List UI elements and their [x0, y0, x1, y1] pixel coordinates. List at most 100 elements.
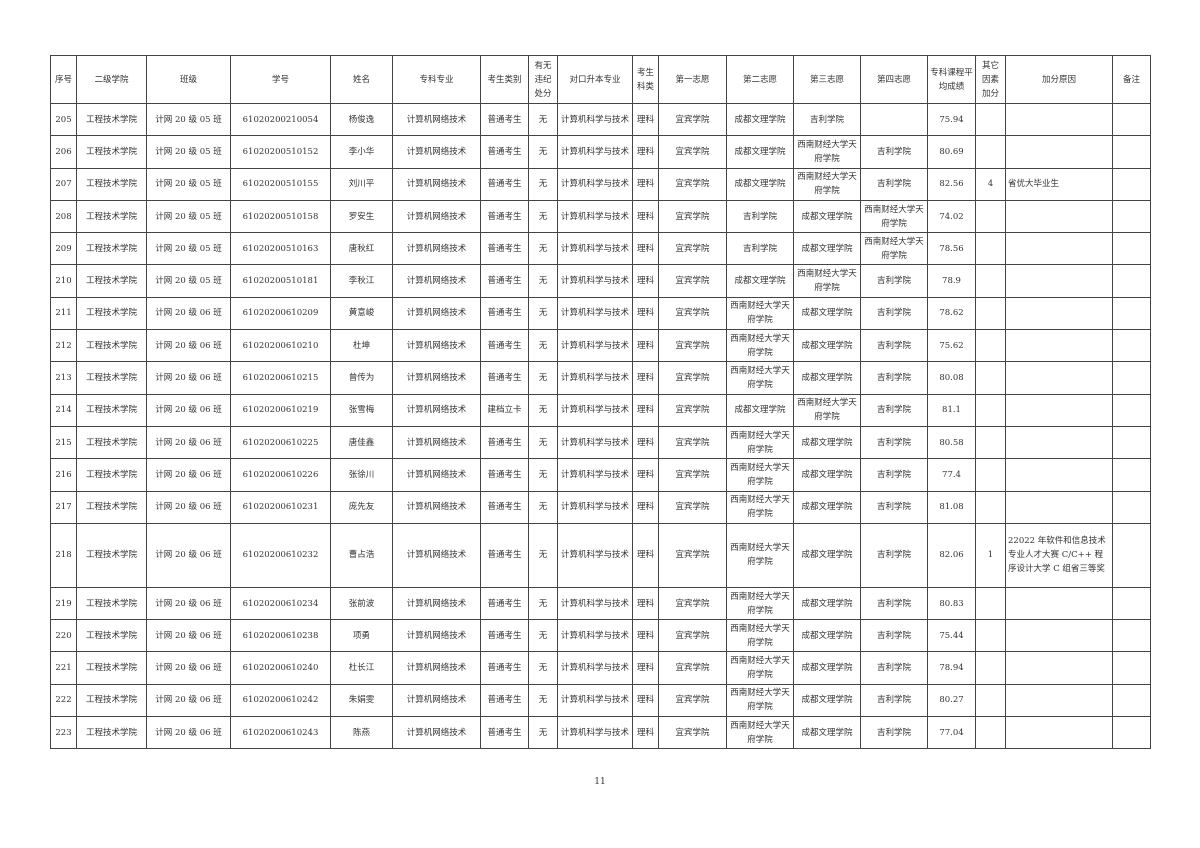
table-cell: 成都文理学院 — [726, 135, 794, 169]
table-cell — [975, 586, 1006, 621]
table-row: 223 工程技术学院 计网 20 级 06 班 61020200610243 陈燕 计算机… — [50, 716, 1151, 750]
table-cell: 计算机科学与技术 — [557, 393, 633, 427]
table-cell: 无 — [528, 361, 558, 395]
table-cell: 成都文理学院 — [793, 329, 861, 363]
table-cell: 无 — [528, 490, 558, 524]
table-cell — [1005, 586, 1113, 621]
table-cell — [975, 716, 1006, 750]
table-row: 205 工程技术学院 计网 20 级 05 班 61020200210054 杨俊逸 计算… — [50, 102, 1151, 137]
table-cell: 曾传为 — [330, 361, 393, 395]
table-cell: 西南财经大学天府学院 — [860, 199, 928, 234]
table-cell: 吉利学院 — [726, 199, 794, 234]
table-cell: 4 — [975, 167, 1006, 201]
table-cell: 普通考生 — [480, 490, 529, 524]
table-cell: 61020200610225 — [230, 425, 331, 460]
table-cell: 成都文理学院 — [726, 264, 794, 298]
table-cell: 无 — [528, 393, 558, 427]
table-cell — [1112, 683, 1151, 718]
table-cell: 宜宾学院 — [658, 232, 727, 266]
table-row: 206 工程技术学院 计网 20 级 05 班 61020200510152 李小华 计算… — [50, 135, 1151, 169]
table-cell: 216 — [50, 458, 77, 492]
table-cell: 普通考生 — [480, 167, 529, 201]
table-cell: 61020200610234 — [230, 586, 331, 621]
table-cell: 杜长江 — [330, 651, 393, 685]
table-cell — [975, 619, 1006, 653]
column-header: 考生类别 — [480, 55, 529, 104]
table-cell — [975, 329, 1006, 363]
table-cell: 222 — [50, 683, 77, 718]
table-cell: 209 — [50, 232, 77, 266]
table-cell: 计算机网络技术 — [392, 651, 481, 685]
table-cell: 工程技术学院 — [76, 361, 147, 395]
table-row: 221 工程技术学院 计网 20 级 06 班 61020200610240 杜长江 计算… — [50, 651, 1151, 685]
column-header: 专科课程平均成绩 — [927, 55, 976, 104]
column-header: 第二志愿 — [726, 55, 794, 104]
table-cell: 理科 — [632, 458, 659, 492]
table-cell: 吉利学院 — [860, 296, 928, 331]
table-cell: 工程技术学院 — [76, 393, 147, 427]
table-cell: 吉利学院 — [860, 716, 928, 750]
table-cell: 普通考生 — [480, 135, 529, 169]
table-cell: 61020200610209 — [230, 296, 331, 331]
table-cell: 理科 — [632, 522, 659, 588]
table-cell: 61020200610232 — [230, 522, 331, 588]
table-cell: 普通考生 — [480, 329, 529, 363]
table-cell: 210 — [50, 264, 77, 298]
table-cell: 西南财经大学天府学院 — [726, 716, 794, 750]
table-cell: 吉利学院 — [860, 490, 928, 524]
table-row: 216 工程技术学院 计网 20 级 06 班 61020200610226 张徐川 计算… — [50, 458, 1151, 492]
table-cell: 西南财经大学天府学院 — [726, 522, 794, 588]
table-cell: 宜宾学院 — [658, 199, 727, 234]
table-cell: 工程技术学院 — [76, 329, 147, 363]
table-cell: 计算机科学与技术 — [557, 296, 633, 331]
table-cell: 221 — [50, 651, 77, 685]
table-cell: 61020200610215 — [230, 361, 331, 395]
table-cell: 74.02 — [927, 199, 976, 234]
table-cell: 计网 20 级 06 班 — [146, 586, 231, 621]
table-cell: 计网 20 级 05 班 — [146, 167, 231, 201]
table-row: 222 工程技术学院 计网 20 级 06 班 61020200610242 朱娟雯 计算… — [50, 683, 1151, 718]
table-cell: 61020200210054 — [230, 102, 331, 137]
table-cell: 西南财经大学天府学院 — [793, 393, 861, 427]
table-cell — [1112, 232, 1151, 266]
table-cell: 计算机网络技术 — [392, 264, 481, 298]
table-cell: 理科 — [632, 393, 659, 427]
table-cell: 理科 — [632, 296, 659, 331]
table-cell: 工程技术学院 — [76, 586, 147, 621]
table-cell: 无 — [528, 586, 558, 621]
table-cell: 普通考生 — [480, 425, 529, 460]
table-cell — [1112, 199, 1151, 234]
table-row: 210 工程技术学院 计网 20 级 05 班 61020200510181 李秋江 计算… — [50, 264, 1151, 298]
table-cell: 无 — [528, 619, 558, 653]
table-cell: 吉利学院 — [860, 619, 928, 653]
table-cell — [1005, 102, 1113, 137]
table-cell: 215 — [50, 425, 77, 460]
table-cell: 宜宾学院 — [658, 586, 727, 621]
table-cell: 78.9 — [927, 264, 976, 298]
table-cell — [1112, 458, 1151, 492]
column-header: 专科专业 — [392, 55, 481, 104]
table-cell: 计算机网络技术 — [392, 329, 481, 363]
table-cell: 理科 — [632, 716, 659, 750]
table-cell — [975, 393, 1006, 427]
table-cell: 计算机科学与技术 — [557, 522, 633, 588]
table-cell: 工程技术学院 — [76, 522, 147, 588]
table-cell: 计算机网络技术 — [392, 522, 481, 588]
table-cell: 吉利学院 — [860, 651, 928, 685]
table-cell: 工程技术学院 — [76, 490, 147, 524]
table-cell: 宜宾学院 — [658, 361, 727, 395]
table-cell: 223 — [50, 716, 77, 750]
table-cell — [975, 296, 1006, 331]
table-cell: 无 — [528, 425, 558, 460]
table-cell: 唐秋红 — [330, 232, 393, 266]
table-cell: 西南财经大学天府学院 — [793, 167, 861, 201]
table-cell: 普通考生 — [480, 264, 529, 298]
column-header: 班级 — [146, 55, 231, 104]
table-cell: 计算机网络技术 — [392, 232, 481, 266]
table-cell — [1005, 393, 1113, 427]
table-cell: 77.4 — [927, 458, 976, 492]
table-cell: 计算机科学与技术 — [557, 683, 633, 718]
table-cell: 211 — [50, 296, 77, 331]
table-cell: 理科 — [632, 425, 659, 460]
table-cell: 80.69 — [927, 135, 976, 169]
